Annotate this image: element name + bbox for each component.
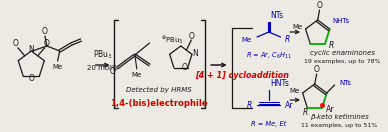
Text: N: N: [192, 49, 198, 58]
Text: PBu$_3$: PBu$_3$: [93, 49, 113, 61]
Text: O: O: [13, 39, 19, 48]
Text: $^{\oplus}$PBu$_3$: $^{\oplus}$PBu$_3$: [161, 34, 184, 46]
Text: [4 + 1] cycloaddition: [4 + 1] cycloaddition: [196, 70, 289, 79]
Text: HNTs: HNTs: [271, 79, 289, 88]
Text: NHTs: NHTs: [333, 18, 350, 24]
Text: O: O: [182, 63, 188, 72]
Text: R = Ar, C$_6$H$_{11}$: R = Ar, C$_6$H$_{11}$: [246, 51, 292, 61]
Text: O: O: [188, 32, 194, 41]
Text: R: R: [329, 41, 334, 50]
Text: 11 examples, up to 51%: 11 examples, up to 51%: [301, 124, 377, 128]
Text: O: O: [43, 39, 50, 48]
Text: Me: Me: [290, 88, 300, 94]
Text: NTs: NTs: [340, 80, 352, 86]
Text: R: R: [284, 36, 290, 44]
Text: O: O: [28, 74, 34, 83]
Text: O: O: [109, 67, 115, 77]
Text: Me: Me: [132, 72, 142, 78]
Text: NTs: NTs: [271, 11, 284, 20]
Text: Me: Me: [241, 37, 251, 43]
Text: 1,4-(bis)electrophile: 1,4-(bis)electrophile: [111, 98, 208, 107]
Text: Ar: Ar: [286, 100, 294, 110]
Text: 20 mol%: 20 mol%: [87, 65, 118, 71]
Text: Detected by HRMS: Detected by HRMS: [126, 87, 192, 93]
Text: O: O: [314, 65, 320, 74]
Text: Me: Me: [52, 64, 63, 70]
Text: O: O: [317, 1, 322, 11]
Text: 19 examples, up to 78%: 19 examples, up to 78%: [304, 60, 380, 65]
Text: Ar: Ar: [326, 105, 334, 114]
Text: Me: Me: [293, 24, 303, 30]
Text: O: O: [42, 27, 48, 37]
Text: β-keto ketimines: β-keto ketimines: [310, 114, 369, 120]
Text: R: R: [303, 108, 308, 117]
Text: R = Me, Et: R = Me, Et: [251, 121, 286, 127]
Text: R: R: [247, 100, 252, 110]
Text: N: N: [28, 46, 34, 55]
Text: cyclic enaminones: cyclic enaminones: [310, 50, 374, 56]
